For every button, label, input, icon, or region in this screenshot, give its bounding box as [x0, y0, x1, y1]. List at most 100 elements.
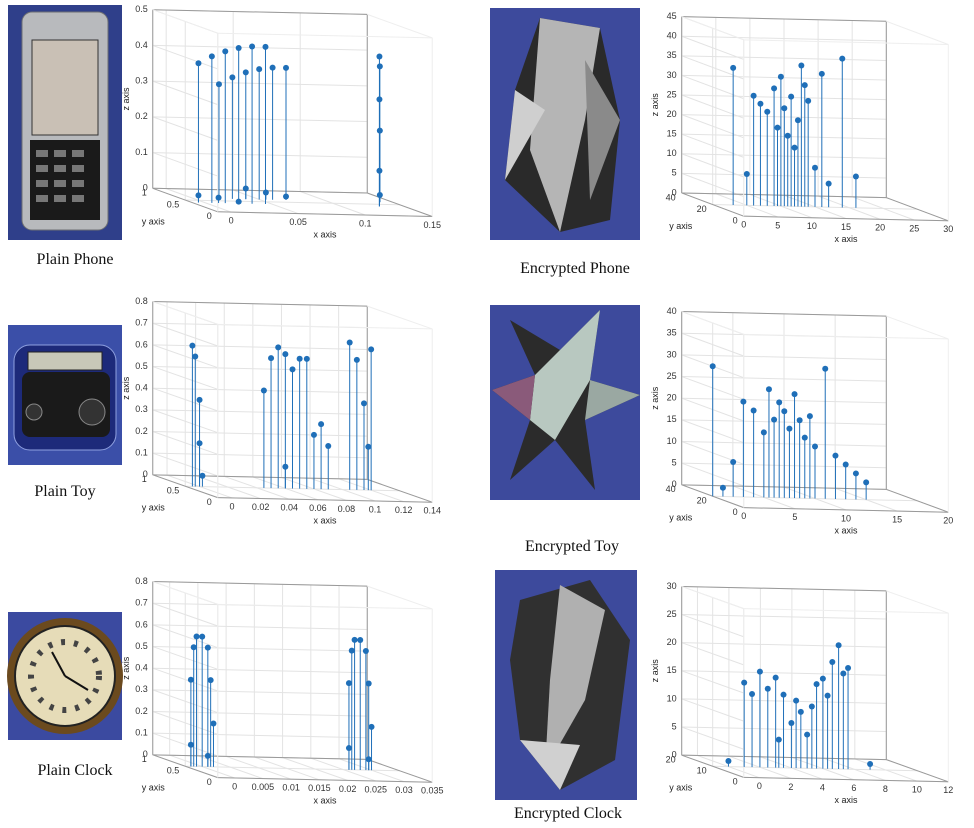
- y-tick-label: 0.5: [167, 486, 180, 496]
- z-tick-label: 10: [667, 693, 677, 703]
- stem-marker: [760, 429, 767, 436]
- x-axis-label: x axis: [313, 515, 337, 525]
- x-axis-label: x axis: [834, 525, 858, 535]
- x-tick-label: 20: [943, 516, 953, 526]
- x-tick-label: 4: [820, 782, 825, 792]
- grid-line: [152, 344, 368, 350]
- x-tick-label: 0: [229, 215, 234, 225]
- stem-marker: [771, 85, 778, 92]
- x-tick-label: 0: [232, 781, 237, 791]
- stem-marker: [187, 676, 194, 683]
- stem-marker: [835, 642, 842, 649]
- x-tick-label: 5: [792, 512, 797, 522]
- z-tick-label: 0: [672, 479, 677, 489]
- axis-box: [681, 192, 744, 217]
- stem-marker: [730, 459, 737, 466]
- stem-marker: [852, 173, 859, 180]
- z-tick-label: 10: [667, 148, 677, 158]
- stem-marker: [318, 421, 325, 428]
- z-tick-label: 15: [667, 129, 677, 139]
- axis-box: [152, 581, 368, 587]
- x-tick-label: 0.02: [339, 784, 357, 794]
- stem-marker: [806, 413, 813, 420]
- y-tick-label: 0: [207, 497, 212, 507]
- stem-marker: [282, 463, 289, 470]
- axis-box: [152, 754, 368, 760]
- stem-marker: [262, 189, 269, 196]
- stem-marker: [222, 48, 229, 55]
- grid-line: [152, 152, 368, 158]
- stem-marker: [741, 679, 748, 686]
- stem-marker: [365, 756, 372, 763]
- caption: Encrypted Phone: [520, 260, 630, 277]
- z-tick-label: 0.4: [135, 383, 148, 393]
- grid-line: [152, 116, 368, 123]
- stem-marker: [822, 365, 829, 372]
- y-tick-label: 0: [733, 777, 738, 787]
- stem-marker: [813, 681, 820, 688]
- grid-line: [152, 366, 368, 372]
- stem-marker: [808, 703, 815, 710]
- toy-photo: [8, 325, 122, 465]
- stem-marker: [743, 170, 750, 177]
- x-tick-label: 0.1: [369, 504, 382, 514]
- axis-box: [152, 474, 368, 480]
- stem-marker: [249, 43, 256, 50]
- stem-marker: [235, 45, 242, 52]
- caption: Plain Phone: [37, 251, 114, 268]
- z-tick-label: 0: [143, 749, 148, 759]
- stem-marker: [772, 674, 779, 681]
- grid-line: [152, 387, 368, 394]
- z-tick-label: 5: [672, 168, 677, 178]
- stem-marker: [845, 664, 852, 671]
- stem-marker: [269, 64, 276, 71]
- axis-box: [681, 754, 744, 778]
- x-tick-label: 15: [841, 222, 851, 232]
- stem-marker: [361, 400, 367, 407]
- axis-box: [681, 585, 887, 592]
- y-tick-label: 20: [697, 204, 707, 214]
- stem-marker: [204, 644, 211, 651]
- stem-marker: [296, 355, 303, 362]
- y-tick-label: 0.5: [167, 766, 180, 776]
- stem-marker: [740, 398, 747, 405]
- grid-line: [152, 624, 368, 630]
- x-tick-label: 0.005: [252, 782, 275, 792]
- grid-line: [152, 431, 368, 437]
- stem-marker: [192, 353, 199, 360]
- stem-marker: [765, 386, 772, 393]
- x-tick-label: 0: [230, 501, 235, 511]
- z-tick-label: 35: [667, 328, 677, 338]
- x-tick-label: 0.05: [289, 217, 307, 227]
- z-tick-label: 0.4: [135, 40, 148, 50]
- stem-marker: [215, 81, 222, 88]
- stem-marker: [368, 346, 375, 353]
- axis-box: [886, 590, 949, 614]
- y-tick-label: 40: [666, 192, 676, 202]
- y-tick-label: 20: [697, 496, 707, 506]
- stem-marker: [764, 685, 771, 692]
- stem-marker: [303, 355, 310, 362]
- stem-marker: [842, 461, 849, 468]
- axis-box: [886, 197, 949, 222]
- y-tick-label: 1: [142, 188, 147, 198]
- z-tick-label: 0.3: [135, 404, 148, 414]
- stem-marker: [346, 339, 353, 346]
- x-tick-label: 25: [909, 223, 919, 233]
- stem-marker: [804, 731, 811, 738]
- z-tick-label: 0.7: [135, 598, 148, 608]
- x-tick-label: 5: [775, 220, 780, 230]
- axis-box: [152, 9, 218, 34]
- encrypted-clock-image: [495, 570, 637, 800]
- stem-marker: [812, 164, 818, 171]
- x-tick-label: 0.03: [395, 785, 413, 795]
- z-tick-label: 0.2: [135, 111, 148, 121]
- z-tick-label: 25: [667, 371, 677, 381]
- stem-marker: [193, 633, 200, 640]
- z-tick-label: 0: [672, 187, 677, 197]
- grid-line: [152, 711, 368, 717]
- stem-marker: [832, 452, 839, 459]
- stem-marker: [376, 63, 383, 70]
- stem-marker: [786, 425, 793, 432]
- stem-marker: [801, 434, 808, 441]
